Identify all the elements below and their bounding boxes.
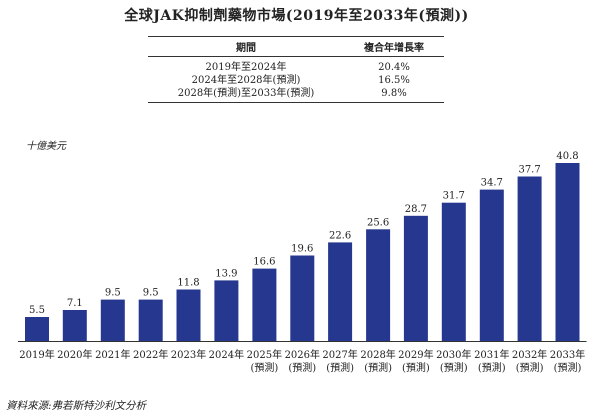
row-rate: 9.8% (344, 87, 444, 103)
x-tick-label: 2019年 (19, 348, 54, 361)
x-tick-label: 2027年 (322, 348, 357, 361)
source-note: 資料來源:弗若斯特沙利文分析 (6, 400, 147, 412)
table-row: 2028年(預測)至2033年(預測) 9.8% (148, 87, 444, 103)
bar-2028年 (366, 229, 391, 341)
data-label: 40.8 (556, 151, 578, 162)
row-period: 2028年(預測)至2033年(預測) (148, 87, 344, 103)
data-label: 13.9 (215, 268, 237, 279)
x-tick-sublabel: (預測) (440, 361, 468, 374)
bar-2030年 (441, 202, 466, 341)
header-period: 期間 (148, 36, 344, 57)
x-tick-label: 2026年 (285, 348, 320, 361)
x-tick-label: 2030年 (436, 348, 471, 361)
data-label: 9.5 (105, 288, 121, 299)
data-label: 37.7 (518, 165, 540, 176)
cagr-table: 期間 複合年增長率 2019年至2024年 20.4% 2024年至2028年(… (148, 36, 444, 103)
x-tick-sublabel: (預測) (250, 361, 278, 374)
data-label: 31.7 (443, 191, 465, 202)
x-tick-label: 2025年 (247, 348, 282, 361)
x-tick-label: 2033年 (550, 348, 585, 361)
x-tick-label: 2021年 (95, 348, 130, 361)
bar-2022年 (138, 299, 163, 341)
bar-2026年 (290, 255, 315, 341)
x-tick-label: 2022年 (133, 348, 168, 361)
data-label: 34.7 (481, 178, 503, 189)
bar-2020年 (62, 310, 87, 341)
row-rate: 20.4% (378, 62, 410, 73)
row-rate: 16.5% (378, 75, 410, 86)
x-tick-label: 2032年 (512, 348, 547, 361)
x-tick-sublabel: (預測) (478, 361, 506, 374)
row-period: 2024年至2028年(預測) (191, 75, 301, 86)
chart-title: 全球JAK抑制劑藥物市場(2019年至2033年(預測)) (124, 8, 469, 24)
data-label: 11.8 (177, 278, 199, 289)
bar-2024年 (214, 280, 239, 341)
data-label: 7.1 (67, 298, 83, 309)
data-label: 9.5 (143, 288, 159, 299)
bar-2027年 (328, 242, 353, 341)
bar-2025年 (252, 268, 277, 341)
bar-2029年 (403, 215, 428, 341)
table-row: 2024年至2028年(預測) 16.5% (148, 74, 444, 87)
table-row: 2019年至2024年 20.4% (148, 57, 444, 75)
bar-2032年 (517, 176, 542, 341)
data-label: 22.6 (329, 230, 351, 241)
x-tick-label: 2028年 (360, 348, 395, 361)
x-tick-sublabel: (預測) (516, 361, 544, 374)
x-tick-sublabel: (預測) (288, 361, 316, 374)
data-label: 25.6 (367, 217, 389, 228)
x-tick-label: 2029年 (398, 348, 433, 361)
bar-2033年 (555, 163, 580, 341)
header-cagr: 複合年增長率 (344, 36, 444, 57)
x-tick-sublabel: (預測) (402, 361, 430, 374)
data-label: 16.6 (253, 257, 275, 268)
data-label: 5.5 (29, 305, 45, 316)
row-period: 2019年至2024年 (205, 62, 287, 73)
unit-label: 十億美元 (26, 141, 66, 152)
data-label: 19.6 (291, 244, 313, 255)
x-tick-label: 2024年 (209, 348, 244, 361)
data-label: 28.7 (405, 204, 427, 215)
table-header-row: 期間 複合年增長率 (148, 36, 444, 57)
bar-2023年 (176, 289, 201, 341)
x-tick-label: 2020年 (57, 348, 92, 361)
bar-2019年 (25, 317, 49, 341)
x-tick-label: 2023年 (171, 348, 206, 361)
x-tick-sublabel: (預測) (326, 361, 354, 374)
bar-2021年 (100, 299, 125, 341)
bar-2031年 (479, 189, 504, 341)
x-tick-sublabel: (預測) (364, 361, 392, 374)
x-tick-label: 2031年 (474, 348, 509, 361)
x-tick-sublabel: (預測) (554, 361, 582, 374)
